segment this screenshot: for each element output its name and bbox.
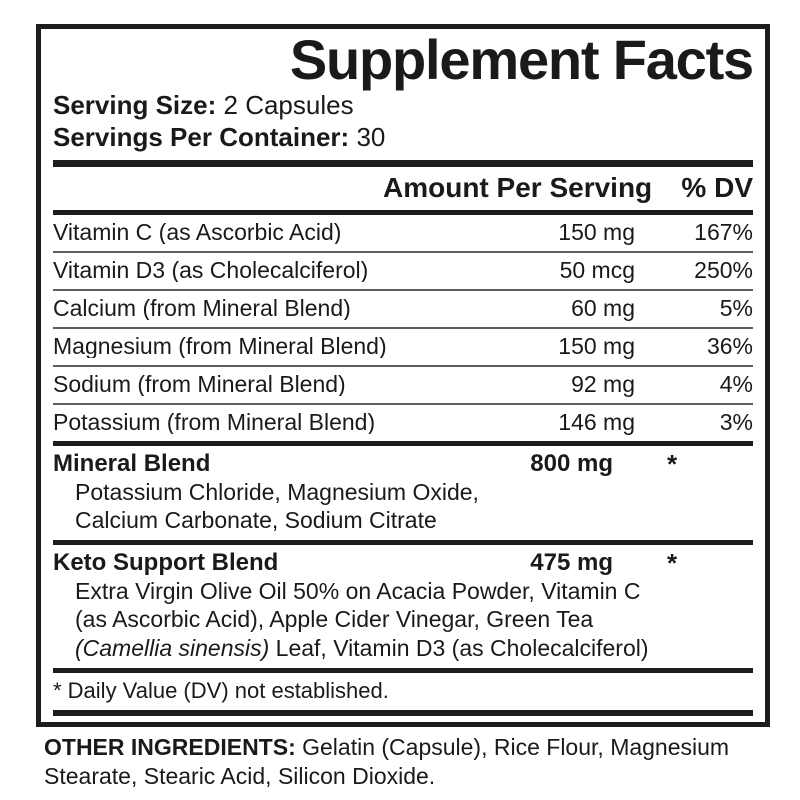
rule-below-column-headers	[53, 209, 753, 215]
servings-per-container-value: 30	[356, 121, 386, 152]
table-row: Calcium (from Mineral Blend) 60 mg 5%	[53, 291, 753, 327]
nutrient-amount: 92 mg	[571, 370, 635, 397]
blend-sub-ingredients: Potassium Chloride, Magnesium Oxide, Cal…	[53, 478, 753, 541]
nutrient-dv: 3%	[719, 408, 753, 435]
blend-amount: 800 mg	[530, 449, 613, 477]
table-row: Sodium (from Mineral Blend) 92 mg 4%	[53, 367, 753, 403]
row-divider	[53, 326, 753, 329]
blend-sub-line: (as Ascorbic Acid), Apple Cider Vinegar,…	[75, 606, 594, 633]
nutrient-amount: 60 mg	[571, 294, 635, 321]
rule-above-mineral-blend	[53, 440, 753, 446]
blend-dv-asterisk: *	[666, 548, 678, 579]
nutrient-name: Vitamin C (as Ascorbic Acid)	[53, 220, 342, 244]
nutrient-name: Vitamin D3 (as Cholecalciferol)	[53, 258, 369, 282]
rule-above-footnote	[53, 667, 753, 673]
blend-name: Keto Support Blend	[53, 551, 279, 576]
rule-above-column-headers	[53, 159, 753, 167]
blend-sub-line: Calcium Carbonate, Sodium Citrate	[75, 506, 437, 533]
table-header-row: Amount Per Serving % DV	[53, 167, 753, 210]
rule-above-keto-blend	[53, 540, 753, 546]
nutrient-amount: 150 mg	[558, 218, 635, 245]
nutrient-name: Sodium (from Mineral Blend)	[53, 372, 346, 396]
nutrient-amount: 146 mg	[558, 408, 635, 435]
servings-per-container-line: Servings Per Container: 30	[53, 122, 753, 154]
blend-section-keto-support-blend: Keto Support Blend 475 mg * Extra Virgin…	[53, 545, 753, 668]
row-divider	[53, 402, 753, 405]
blend-amount: 475 mg	[530, 549, 613, 577]
blend-name: Mineral Blend	[53, 451, 211, 476]
nutrient-name: Calcium (from Mineral Blend)	[53, 296, 351, 320]
nutrient-dv: 36%	[706, 332, 753, 359]
page-title: Supplement Facts	[289, 28, 754, 91]
supplement-facts-panel: Supplement Facts Serving Size: 2 Capsule…	[36, 24, 770, 727]
nutrient-amount: 150 mg	[558, 332, 635, 359]
other-ingredients-value: Gelatin (Capsule), Rice Flour, Magnesium…	[44, 734, 730, 790]
footnote-daily-value: * Daily Value (DV) not established.	[53, 677, 389, 703]
row-divider	[53, 250, 753, 253]
other-ingredients-block: OTHER INGREDIENTS: Gelatin (Capsule), Ri…	[44, 733, 774, 792]
serving-size-label: Serving Size:	[53, 90, 217, 121]
nutrient-dv: 167%	[694, 218, 753, 245]
blend-sub-line: Potassium Chloride, Magnesium Oxide,	[75, 478, 479, 505]
blend-section-mineral-blend: Mineral Blend 800 mg * Potassium Chlorid…	[53, 446, 753, 541]
column-header-amount: Amount Per Serving	[383, 171, 653, 203]
nutrient-name: Potassium (from Mineral Blend)	[53, 410, 376, 434]
nutrient-name: Magnesium (from Mineral Blend)	[53, 334, 387, 358]
blend-sub-ingredients: Extra Virgin Olive Oil 50% on Acacia Pow…	[53, 577, 753, 668]
table-row: Vitamin D3 (as Cholecalciferol) 50 mcg 2…	[53, 253, 753, 289]
serving-size-line: Serving Size: 2 Capsules	[53, 90, 753, 122]
botanical-name-italic: (Camellia sinensis)	[75, 634, 270, 661]
row-divider	[53, 288, 753, 291]
row-divider	[53, 364, 753, 367]
nutrient-dv: 5%	[719, 294, 753, 321]
servings-per-container-label: Servings Per Container:	[53, 121, 350, 152]
nutrient-dv: 4%	[719, 370, 753, 397]
serving-size-value: 2 Capsules	[223, 90, 354, 121]
other-ingredients-label: OTHER INGREDIENTS:	[44, 734, 296, 760]
blend-sub-line-italicized: (Camellia sinensis) Leaf, Vitamin D3 (as…	[75, 634, 649, 661]
nutrient-dv: 250%	[694, 256, 753, 283]
blend-dv-asterisk: *	[666, 448, 678, 479]
blend-header-row: Mineral Blend 800 mg *	[53, 446, 753, 478]
table-row: Potassium (from Mineral Blend) 146 mg 3%	[53, 405, 753, 441]
rule-below-footnote	[53, 709, 753, 716]
nutrient-rows: Vitamin C (as Ascorbic Acid) 150 mg 167%…	[53, 215, 753, 441]
column-header-dv: % DV	[681, 171, 753, 203]
blend-header-row: Keto Support Blend 475 mg *	[53, 545, 753, 577]
blend-sub-line: Extra Virgin Olive Oil 50% on Acacia Pow…	[75, 578, 641, 605]
table-row: Vitamin C (as Ascorbic Acid) 150 mg 167%	[53, 215, 753, 251]
nutrient-amount: 50 mcg	[559, 256, 635, 283]
table-row: Magnesium (from Mineral Blend) 150 mg 36…	[53, 329, 753, 365]
